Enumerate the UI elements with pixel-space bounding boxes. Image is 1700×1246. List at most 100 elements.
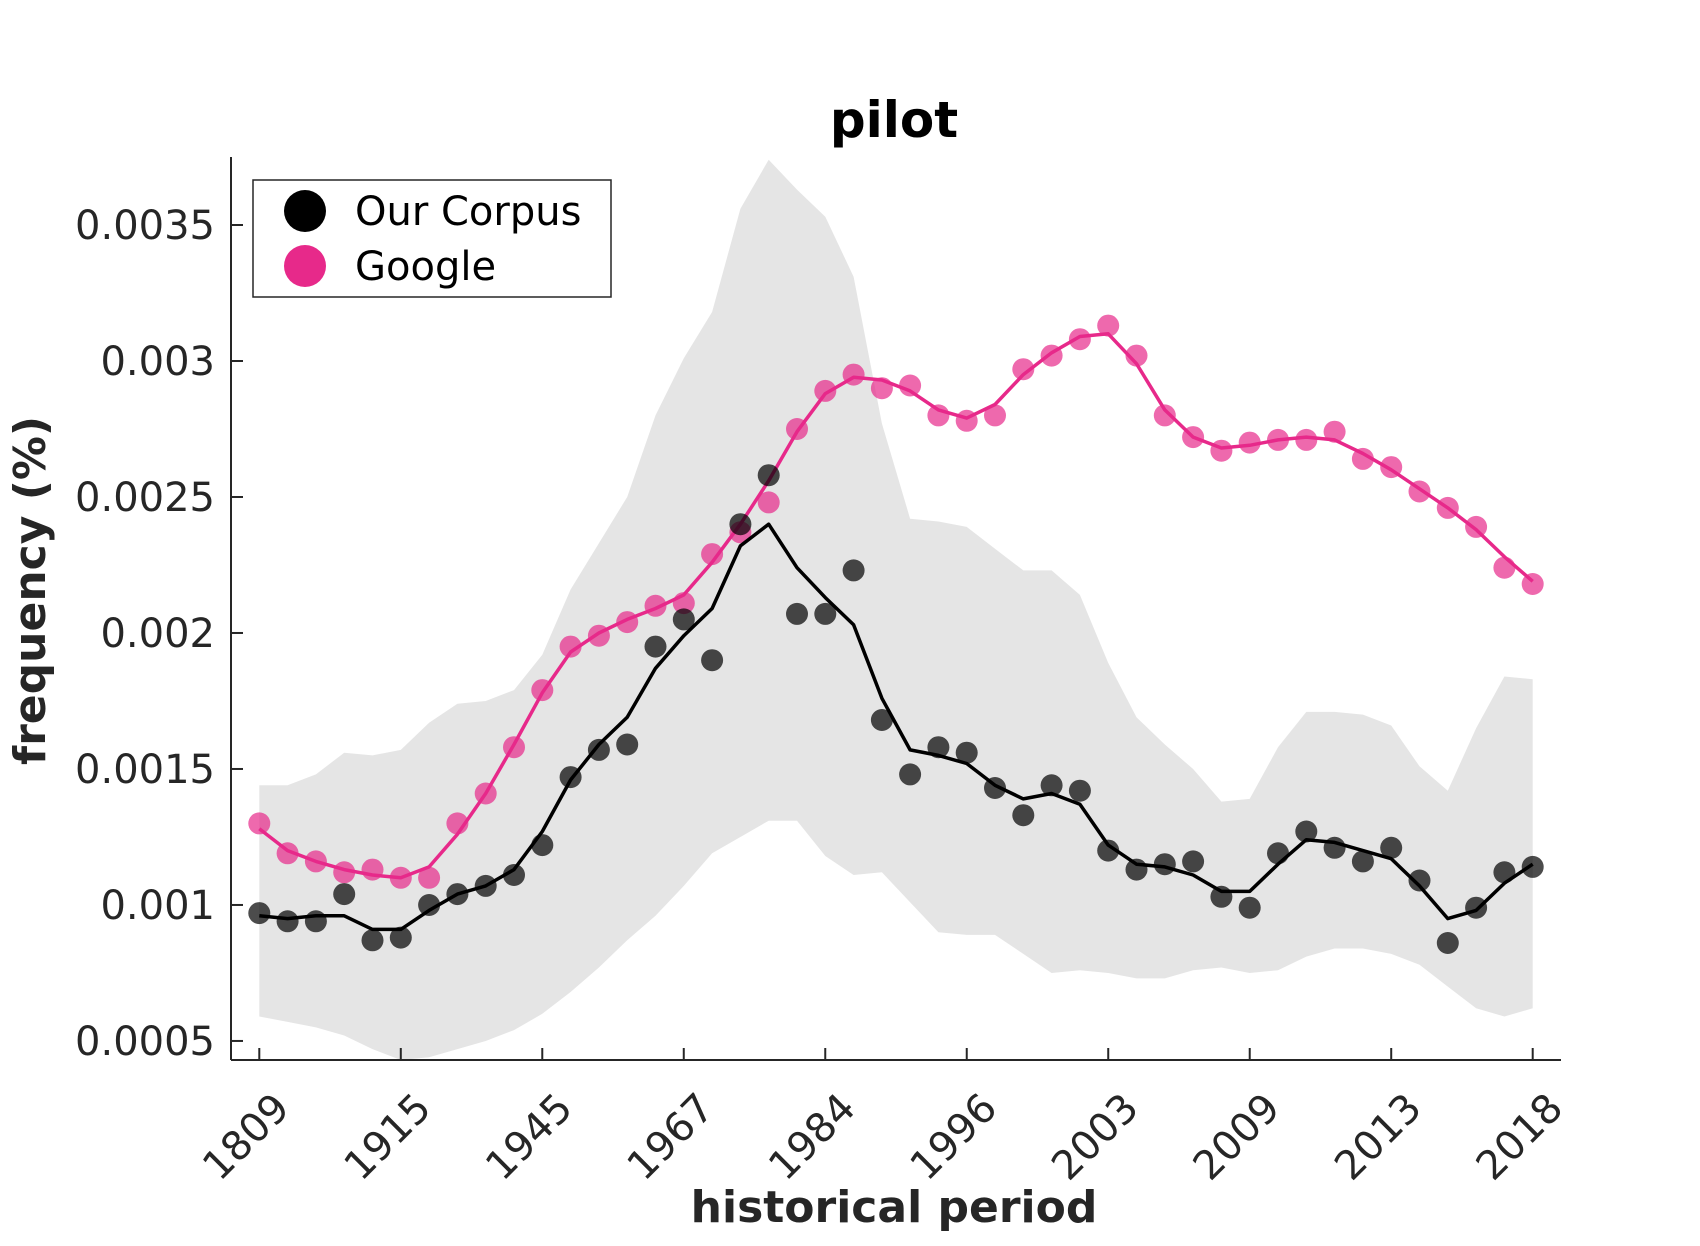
google-point — [672, 592, 695, 615]
our-corpus-point — [1493, 861, 1516, 884]
our-corpus-point — [786, 602, 808, 625]
google-point — [927, 404, 950, 427]
google-point — [955, 409, 978, 432]
google-point — [389, 866, 412, 889]
google-point — [1153, 404, 1176, 427]
google-point — [248, 812, 271, 835]
google-point — [503, 736, 525, 759]
google-point — [1267, 428, 1289, 451]
our-corpus-point — [1097, 839, 1120, 862]
our-corpus-point — [1153, 853, 1176, 876]
our-corpus-point — [644, 635, 667, 658]
our-corpus-point — [955, 741, 978, 764]
our-corpus-point — [616, 733, 639, 756]
google-point — [474, 782, 497, 805]
google-point — [1125, 344, 1148, 367]
our-corpus-point — [1040, 774, 1063, 797]
y-tick-label: 0.003 — [100, 339, 215, 385]
our-corpus-point — [1351, 850, 1374, 873]
legend-marker-google — [284, 245, 326, 287]
google-point — [1210, 439, 1233, 462]
google-point — [616, 611, 639, 634]
google-trend-line — [258, 332, 1534, 880]
our-corpus-point — [587, 738, 610, 761]
our-corpus-point — [474, 874, 497, 897]
our-corpus-point — [1267, 842, 1289, 865]
our-corpus-point — [927, 736, 950, 759]
google-point — [870, 377, 893, 400]
our-corpus-point — [701, 649, 724, 672]
our-corpus-point — [842, 559, 865, 582]
y-tick-label: 0.0005 — [75, 1019, 215, 1065]
google-point — [1493, 556, 1516, 579]
our-corpus-point — [814, 602, 837, 625]
google-point — [757, 491, 780, 514]
google-point — [1323, 420, 1346, 443]
google-point — [531, 679, 554, 702]
legend-label-our-corpus: Our Corpus — [355, 189, 581, 235]
google-point — [1521, 573, 1544, 595]
our-corpus-point — [1408, 869, 1431, 892]
our-corpus-point — [361, 929, 384, 952]
our-corpus-point — [1238, 896, 1261, 919]
our-corpus-point — [446, 883, 469, 906]
y-tick-label: 0.0015 — [75, 747, 215, 793]
google-point — [1068, 328, 1091, 351]
google-point — [418, 866, 441, 889]
google-point — [701, 543, 724, 566]
our-corpus-point — [333, 883, 356, 906]
google-point — [1097, 314, 1120, 337]
google-point — [587, 624, 610, 647]
google-point — [644, 594, 667, 617]
legend-marker-our-corpus — [284, 190, 326, 232]
google-point — [1380, 456, 1403, 479]
our-corpus-point — [1436, 932, 1459, 954]
our-corpus-point — [1380, 836, 1403, 859]
our-corpus-point — [1295, 820, 1318, 843]
y-axis-title: frequency (%) — [5, 416, 56, 765]
band-layer — [259, 159, 1533, 1060]
google-point — [333, 861, 356, 884]
google-point — [1040, 344, 1063, 367]
our-corpus-point — [1125, 858, 1148, 881]
our-corpus-point — [1521, 855, 1544, 878]
our-corpus-point — [1182, 850, 1205, 873]
google-point — [1351, 447, 1374, 470]
our-corpus-trend-line — [259, 522, 1534, 932]
x-axis-title: historical period — [691, 1182, 1098, 1233]
google-point — [559, 635, 582, 658]
y-tick-label: 0.0035 — [75, 203, 215, 249]
google-point — [304, 850, 327, 873]
google-point — [361, 858, 384, 881]
y-tick-label: 0.001 — [100, 883, 215, 929]
our-corpus-point — [304, 910, 327, 933]
google-point — [276, 842, 299, 865]
google-point — [1295, 428, 1318, 451]
google-point — [814, 379, 837, 402]
our-corpus-point — [389, 926, 412, 949]
our-corpus-point — [1012, 804, 1035, 827]
our-corpus-point — [899, 763, 922, 786]
google-point — [1012, 358, 1035, 381]
our-corpus-point — [757, 464, 780, 487]
our-corpus-point — [531, 834, 554, 857]
our-corpus-point — [729, 513, 752, 536]
y-tick-label: 0.0025 — [75, 475, 215, 521]
our-corpus-point — [984, 777, 1006, 799]
our-corpus-point — [503, 864, 525, 886]
google-point — [1436, 496, 1459, 519]
our-corpus-point — [418, 894, 441, 916]
google-point — [842, 363, 865, 386]
legend-label-google: Google — [355, 244, 496, 290]
our-corpus-point — [559, 766, 582, 789]
our-corpus-point — [672, 608, 695, 631]
our-corpus-point — [1210, 885, 1233, 908]
our-corpus-point — [248, 902, 271, 925]
our-corpus-point — [870, 709, 893, 731]
our-corpus-point — [1323, 836, 1346, 859]
legend: Our Corpus Google — [252, 179, 612, 298]
google-point — [899, 374, 922, 397]
our-corpus-point — [276, 910, 299, 933]
series-layer — [248, 314, 1544, 954]
